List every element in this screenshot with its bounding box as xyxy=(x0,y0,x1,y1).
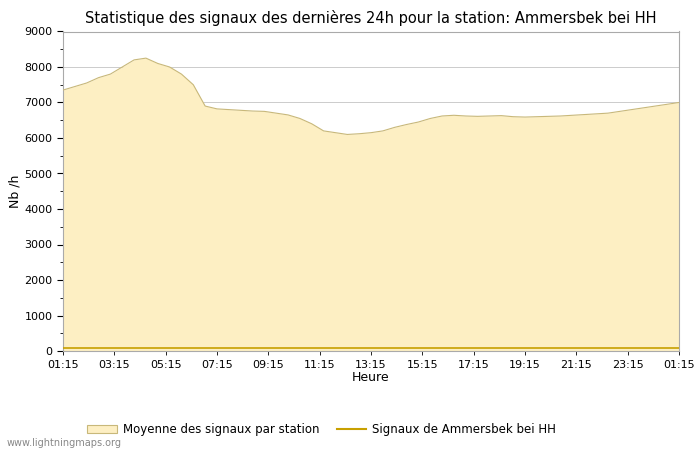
Title: Statistique des signaux des dernières 24h pour la station: Ammersbek bei HH: Statistique des signaux des dernières 24… xyxy=(85,10,657,26)
X-axis label: Heure: Heure xyxy=(352,371,390,384)
Text: www.lightningmaps.org: www.lightningmaps.org xyxy=(7,438,122,448)
Legend: Moyenne des signaux par station, Signaux de Ammersbek bei HH: Moyenne des signaux par station, Signaux… xyxy=(83,418,561,441)
Y-axis label: Nb /h: Nb /h xyxy=(8,175,22,208)
